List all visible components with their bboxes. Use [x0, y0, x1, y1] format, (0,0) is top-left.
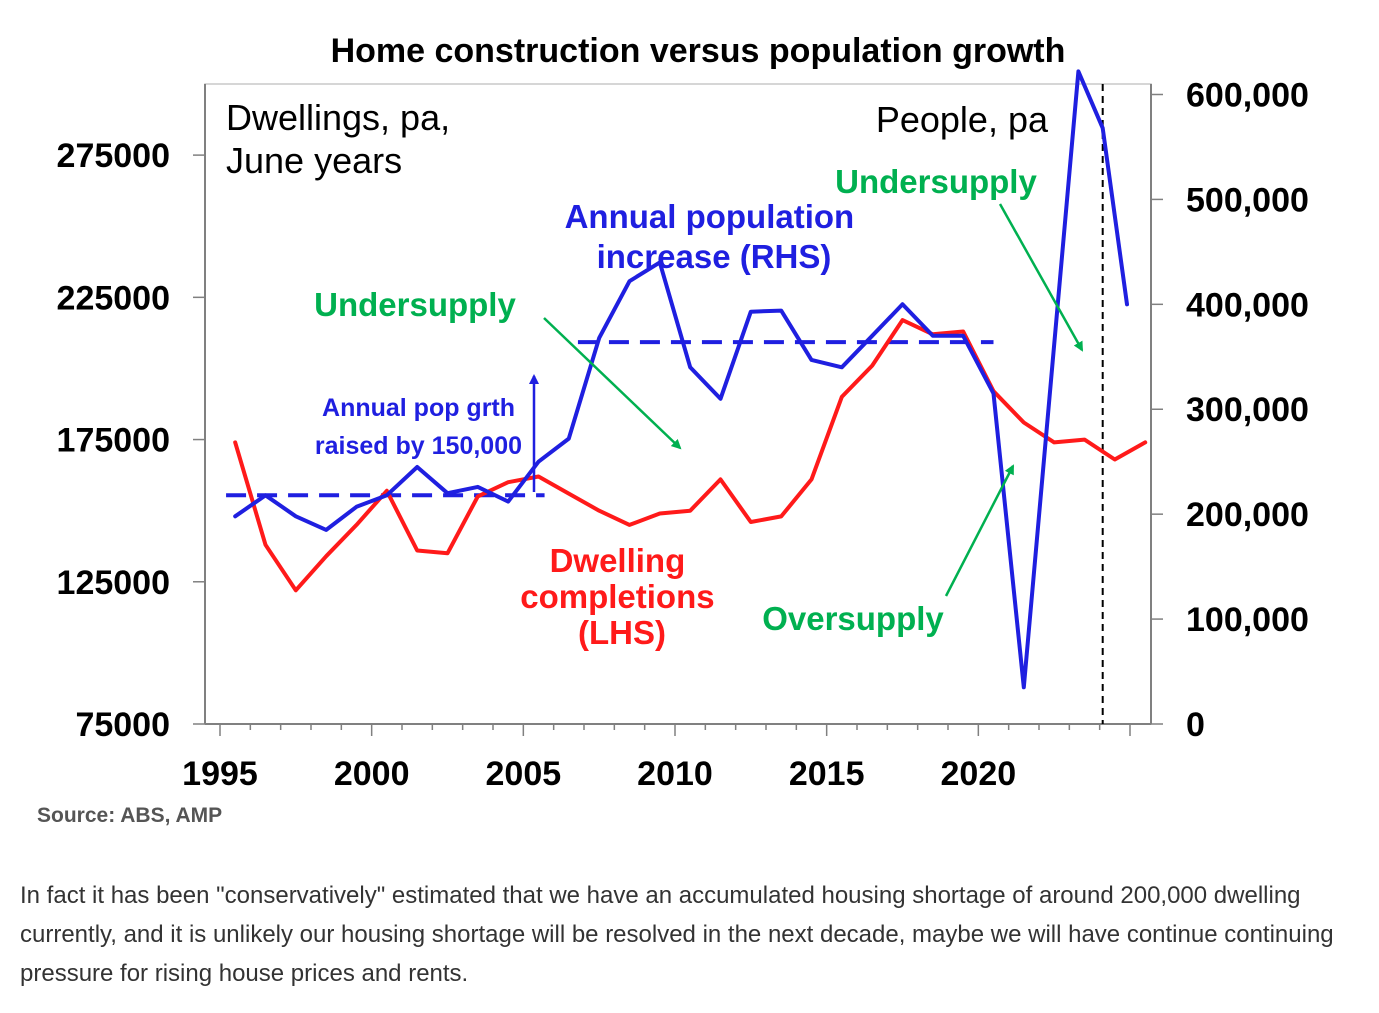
- y-axis-right: 0 100,000 200,000 300,000 400,000 500,000 600,…: [1150, 76, 1309, 744]
- x-tick-label: 2005: [486, 755, 562, 793]
- body-paragraph: In fact it has been "conservatively" est…: [20, 882, 1334, 987]
- undersupply-label-1: Undersupply: [314, 286, 516, 323]
- oversupply-label: Oversupply: [762, 600, 944, 637]
- y-right-tick-label: 0: [1186, 706, 1205, 744]
- x-tick-label: 2010: [637, 755, 713, 793]
- pop-growth-annotation-line-1: Annual pop grth: [322, 394, 515, 422]
- dwelling-series-label: Dwelling completions (LHS): [520, 542, 724, 651]
- population-series-label-line-1: Annual population: [565, 198, 855, 235]
- y-left-tick-label: 125000: [57, 564, 170, 602]
- y-right-tick-label: 500,000: [1186, 181, 1309, 219]
- chart-title: Home construction versus population grow…: [331, 32, 1066, 70]
- pop-growth-annotation-line-2: raised by 150,000: [315, 432, 522, 460]
- x-tick-label: 2020: [941, 755, 1017, 793]
- y-right-tick-label: 600,000: [1186, 76, 1309, 114]
- y-left-tick-label: 75000: [75, 706, 170, 744]
- y-right-tick-label: 300,000: [1186, 391, 1309, 429]
- y-right-tick-label: 100,000: [1186, 601, 1309, 639]
- corner-label-right: People, pa: [876, 99, 1049, 140]
- y-right-tick-label: 400,000: [1186, 286, 1309, 324]
- y-left-tick-label: 275000: [57, 137, 170, 175]
- corner-label-left-line-1: Dwellings, pa,: [226, 97, 450, 138]
- y-left-tick-label: 225000: [57, 279, 170, 317]
- dwelling-series-label-line-1: Dwelling: [550, 542, 686, 579]
- chart-source: Source: ABS, AMP: [37, 804, 223, 827]
- corner-label-left: Dwellings, pa, June years: [226, 97, 460, 181]
- corner-label-left-line-2: June years: [226, 140, 402, 181]
- chart: Home construction versus population grow…: [57, 32, 1309, 793]
- population-series-label-line-2: increase (RHS): [597, 238, 832, 275]
- dwelling-series-label-line-3: (LHS): [578, 614, 666, 651]
- x-axis: 1995 2000 2005 2010 2015 2020: [182, 723, 1151, 793]
- population-series-label: Annual population increase (RHS): [565, 198, 864, 275]
- pop-growth-annotation: Annual pop grth raised by 150,000: [315, 394, 522, 460]
- population-increase-line: [233, 69, 1129, 690]
- dwelling-series-label-line-2: completions: [520, 578, 714, 615]
- undersupply-arrow-2: [998, 203, 1084, 352]
- x-tick-label: 1995: [182, 755, 258, 793]
- undersupply-label-2: Undersupply: [835, 163, 1037, 200]
- y-right-tick-label: 200,000: [1186, 496, 1309, 534]
- oversupply-arrow: [944, 464, 1015, 597]
- series-layer: [233, 69, 1148, 690]
- y-left-tick-label: 175000: [57, 422, 170, 460]
- x-tick-label: 2015: [789, 755, 865, 793]
- undersupply-arrow-1: [543, 317, 682, 450]
- y-axis-left: 75000 125000 175000 225000 275000: [57, 84, 206, 744]
- x-tick-label: 2000: [334, 755, 410, 793]
